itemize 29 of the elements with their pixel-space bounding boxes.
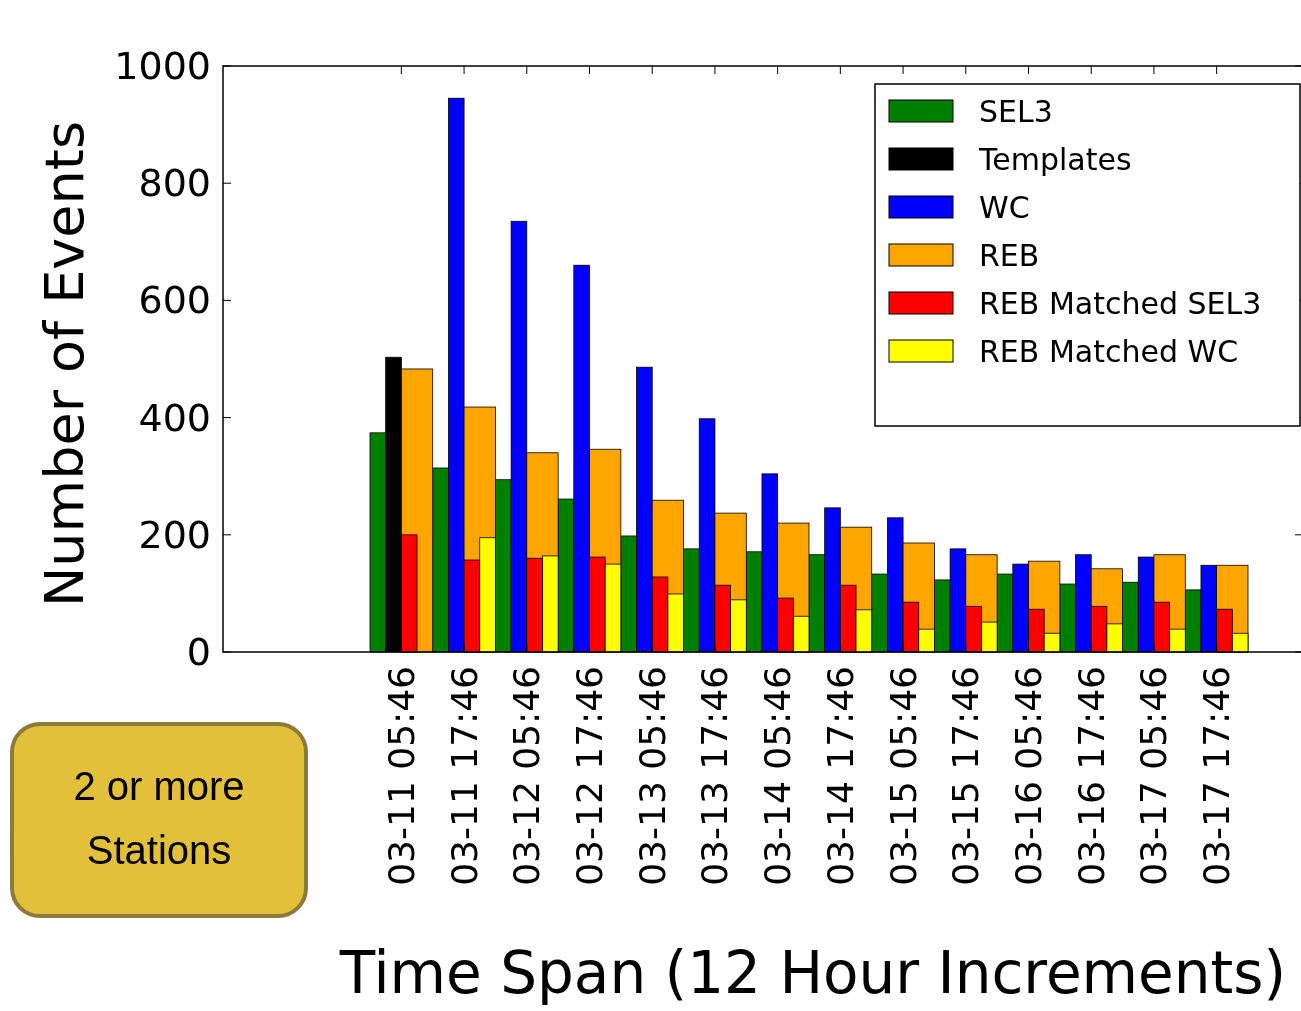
x-tick-label: 03-12 05:46 — [506, 666, 548, 886]
legend-label: REB Matched SEL3 — [979, 285, 1262, 321]
x-axis-title: Time Span (12 Hour Increments) — [338, 939, 1287, 1007]
x-tick-label: 03-11 05:46 — [380, 666, 422, 886]
x-tick-label: 03-15 17:46 — [945, 666, 987, 886]
y-tick-label: 800 — [138, 161, 211, 206]
x-tick-label: 03-17 05:46 — [1133, 666, 1175, 886]
x-tick-label: 03-14 17:46 — [819, 666, 861, 886]
x-tick-label: 03-15 05:46 — [882, 666, 924, 886]
text: 2 or more Stations — [73, 764, 245, 872]
x-tick-label: 03-12 17:46 — [569, 666, 610, 886]
x-tick-label: 03-13 17:46 — [694, 666, 736, 886]
y-tick-label: 600 — [138, 278, 211, 323]
x-tick-label: 03-16 17:46 — [1070, 666, 1112, 886]
x-tick-label: 03-11 17:46 — [443, 666, 485, 886]
y-tick-label: 0 — [186, 630, 211, 674]
x-tick-label: 03-14 05:46 — [757, 666, 799, 886]
x-tick-label: 03-17 17:46 — [1196, 666, 1238, 886]
legend-label: SEL3 — [979, 93, 1053, 129]
y-tick-label: 200 — [138, 512, 211, 557]
y-axis-title: Number of Events — [33, 120, 96, 608]
x-tick-label: 03-13 05:46 — [631, 666, 673, 886]
y-tick-label: 1000 — [114, 44, 211, 88]
x-tick-label: 03-16 05:46 — [1008, 666, 1049, 886]
legend-label: WC — [979, 189, 1030, 225]
legend-label: REB — [979, 237, 1040, 273]
y-tick-label: 400 — [138, 395, 211, 440]
legend-label: Templates — [978, 141, 1132, 177]
legend-label: REB Matched WC — [979, 333, 1239, 369]
